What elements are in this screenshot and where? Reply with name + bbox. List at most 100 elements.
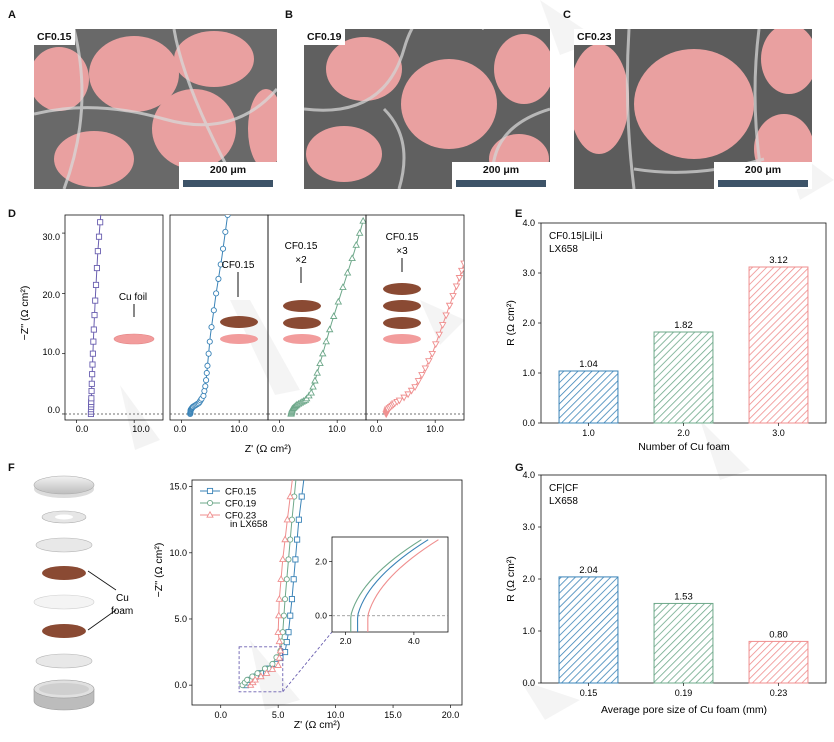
x-tick-label: 5.0 (272, 710, 285, 720)
scale-bar-b: 200 μm (452, 162, 550, 189)
data-point (295, 516, 302, 523)
data-point (294, 471, 299, 476)
data-point (92, 281, 100, 288)
data-point (224, 215, 231, 219)
d-xtick: 10.0 (230, 424, 248, 434)
panel-d-ylabel: −Z'' (Ω cm²) (19, 286, 31, 341)
data-point (200, 392, 207, 399)
data-point (421, 365, 430, 373)
data-point (400, 394, 408, 402)
panel-d-chart: −Z'' (Ω cm²) 0.0 10.0 20.0 30.0 0.0 10.0… (19, 214, 465, 455)
panel-label-e: E (515, 208, 523, 220)
data-point (431, 341, 440, 349)
data-point (425, 358, 433, 366)
y-tick-label: 4.0 (522, 470, 535, 480)
inset-frame (331, 536, 449, 633)
data-point (445, 302, 454, 310)
sem-tag-c: CF0.23 (574, 29, 616, 45)
panel-label-d: D (8, 208, 16, 220)
annot-cf015-2: CF0.15 (285, 241, 318, 252)
data-point (428, 351, 437, 358)
data-point (91, 312, 98, 319)
series-group (239, 471, 305, 689)
data-point (418, 372, 426, 379)
panel-g-bars: 2.04 1.53 0.80 (558, 565, 809, 684)
legend-label: CF0.15 (225, 487, 256, 498)
data-point (93, 265, 100, 272)
panel-label-a: A (8, 9, 16, 21)
inset-series-line (357, 539, 429, 632)
data-point (455, 275, 464, 282)
data-point (329, 312, 338, 319)
y-tick-label: 15.0 (169, 482, 187, 492)
panel-g-chart: CF|CF LX658 2.04 1.53 0.80 0.15 0.19 0.23 0.0… (505, 470, 827, 716)
data-point (275, 594, 284, 602)
copper-foam-stack-1 (220, 316, 258, 344)
panel-e-bars: 1.04 1.82 3.12 (558, 255, 809, 424)
data-point (275, 637, 284, 645)
data-point (275, 653, 284, 661)
data-point (411, 384, 419, 391)
f-legend-extra: in LX658 (230, 519, 268, 530)
data-point (202, 383, 209, 390)
data-point (268, 665, 277, 672)
data-point (94, 248, 101, 255)
y-tick-label: 1.0 (522, 368, 535, 378)
f-ylabel: −Z'' (Ω cm²) (153, 543, 165, 598)
series-0 (87, 215, 104, 418)
d-ytick: 30.0 (42, 232, 60, 242)
copper-foam-stack-3 (383, 283, 421, 344)
e-note-1: CF0.15|Li|Li (549, 231, 603, 242)
d-ytick: 0.0 (47, 405, 60, 415)
zoom-box (238, 646, 284, 693)
x-tick-label: 0.15 (580, 688, 598, 698)
data-point (288, 596, 296, 603)
panel-f: Cu foam 0.0 5.0 10.0 15.0 20.0 0.0 5.0 10.0 15.0… (33, 471, 463, 731)
bar (558, 370, 619, 424)
y-tick-label: 0.0 (522, 678, 535, 688)
data-point (452, 283, 461, 291)
d-xtick: 10.0 (328, 424, 346, 434)
x-tick-label: 15.0 (384, 710, 402, 720)
x-tick-label: 2.0 (677, 428, 690, 438)
data-point (316, 359, 324, 366)
inset-x-tick-label: 2.0 (340, 636, 352, 646)
data-point (219, 245, 227, 252)
panel-g-axis: 0.15 0.19 0.23 0.0 1.0 2.0 3.0 4.0 (522, 470, 787, 698)
panel-label-g: G (515, 462, 524, 474)
data-point (359, 216, 366, 224)
data-point (414, 378, 423, 385)
e-xlabel: Number of Cu foam (638, 441, 730, 453)
bar-value-label: 1.04 (579, 359, 598, 370)
y-tick-label: 3.0 (522, 268, 535, 278)
y-tick-label: 0.0 (174, 680, 187, 690)
y-tick-label: 1.0 (522, 626, 535, 636)
inset-series-line (350, 539, 422, 632)
data-point (309, 382, 317, 390)
panel-f-chart: 0.0 5.0 10.0 15.0 20.0 0.0 5.0 10.0 15.0 2.0 4.0 0.… (169, 471, 463, 720)
data-point (348, 254, 356, 262)
data-point (281, 535, 289, 543)
data-point (97, 219, 104, 226)
panel-e-chart: CF0.15|Li|Li LX658 1.04 1.82 3.12 1.0 2.0 3.… (505, 218, 827, 453)
data-point (90, 338, 97, 345)
data-point (254, 670, 261, 677)
series-2 (287, 216, 366, 417)
data-point (90, 326, 97, 333)
series-3 (382, 260, 464, 419)
y-tick-label: 4.0 (522, 218, 535, 228)
plot-frame (191, 479, 463, 706)
data-point (460, 260, 464, 268)
annot-cf015-1: CF0.15 (222, 260, 255, 271)
bar (653, 331, 714, 424)
scale-text-b: 200 μm (482, 164, 520, 176)
data-point (274, 628, 282, 635)
data-point (88, 388, 95, 395)
data-point (215, 275, 222, 282)
data-point (208, 324, 215, 331)
x-tick-label: 20.0 (442, 710, 460, 720)
x-tick-label: 1.0 (582, 428, 595, 438)
panel-d-xlabel: Z' (Ω cm²) (245, 443, 292, 455)
data-point (457, 267, 464, 275)
subplot-frame (365, 214, 465, 421)
